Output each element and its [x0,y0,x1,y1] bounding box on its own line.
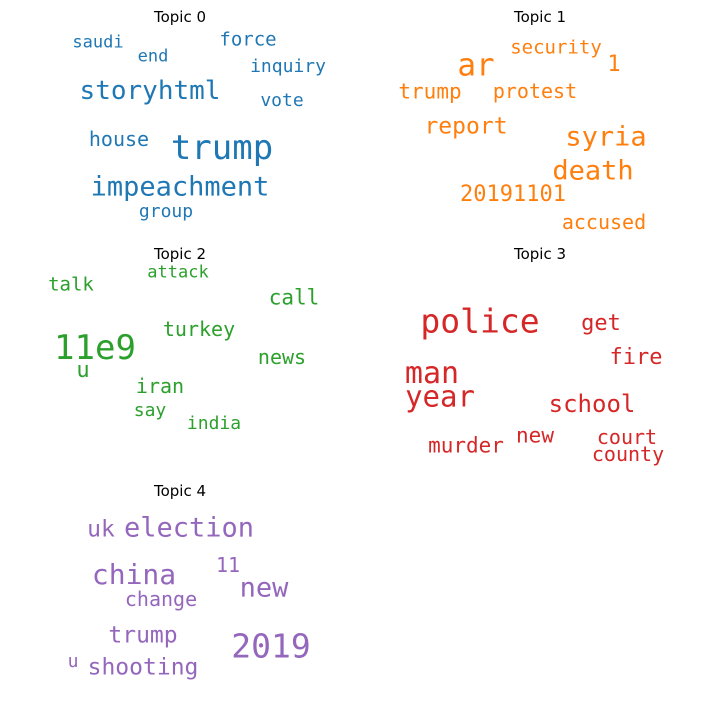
topic-panel-0: Topic 0 saudi end force inquiry storyhtml vote… [0,0,360,237]
cloud-word: vote [260,90,304,111]
cloud-word: say [133,400,167,421]
topic-title: Topic 2 [153,245,207,263]
cloud-word: news [257,345,307,369]
cloud-word: attack [147,262,209,283]
cloud-word: 1 [607,52,621,77]
cloud-word: county [591,442,665,466]
cloud-word: fire [609,345,663,370]
cloud-word: protest [492,79,578,103]
cloud-word: ar [457,47,495,84]
cloud-word: change [124,587,198,611]
cloud-word: force [219,28,277,51]
cloud-word: get [581,311,621,336]
cloud-word: impeachment [90,171,270,203]
topic-title: Topic 0 [153,8,207,26]
cloud-word: trump [108,622,178,649]
cloud-word: trump [170,128,274,168]
cloud-word: talk [48,273,94,296]
cloud-word: turkey [162,317,236,341]
cloud-word: u [67,651,79,672]
cloud-word: security [510,36,602,59]
cloud-word: india [186,413,242,434]
cloud-word: 11 [215,553,241,577]
cloud-word: 20191101 [460,182,566,207]
cloud-word: trump [398,79,462,104]
cloud-word: new [516,423,554,448]
cloud-word: end [137,46,169,67]
cloud-word: murder [428,433,504,458]
cloud-word: saudi [72,32,124,53]
cloud-word: syria [565,121,647,153]
cloud-word: inquiry [250,56,326,77]
cloud-word: year [405,379,475,414]
cloud-word: iran [135,374,185,398]
topic-title: Topic 3 [513,245,567,263]
cloud-word: police [420,301,540,341]
cloud-word: china [91,558,177,591]
cloud-word: uk [87,516,115,543]
topic-panel-3: Topic 3 police get man fire year school new murd… [360,237,720,474]
cloud-word: storyhtml [79,76,221,106]
cloud-word: call [268,285,320,310]
cloud-word: shooting [87,654,199,681]
cloud-word: court [596,425,658,449]
cloud-word: new [239,572,289,604]
topic-panel-2: Topic 2 attack talk call 11e9 turkey news u iran… [0,237,360,474]
topic-title: Topic 1 [513,8,567,26]
cloud-word: accused [561,210,647,234]
topic-title: Topic 4 [153,482,207,500]
cloud-word: u [76,358,90,383]
topic-panel-4: Topic 4 uk election 11 china new change trump 20… [0,474,360,711]
cloud-word: man [404,356,460,391]
cloud-word: group [138,201,194,222]
cloud-word: election [123,512,255,544]
topic-panel-1: Topic 1 security ar 1 trump protest report syri… [360,0,720,237]
cloud-word: 2019 [231,626,311,666]
cloud-word: 11e9 [54,328,136,368]
cloud-word: death [552,155,634,187]
cloud-word: house [88,127,150,151]
cloud-word: school [548,390,636,418]
cloud-word: report [424,113,508,140]
